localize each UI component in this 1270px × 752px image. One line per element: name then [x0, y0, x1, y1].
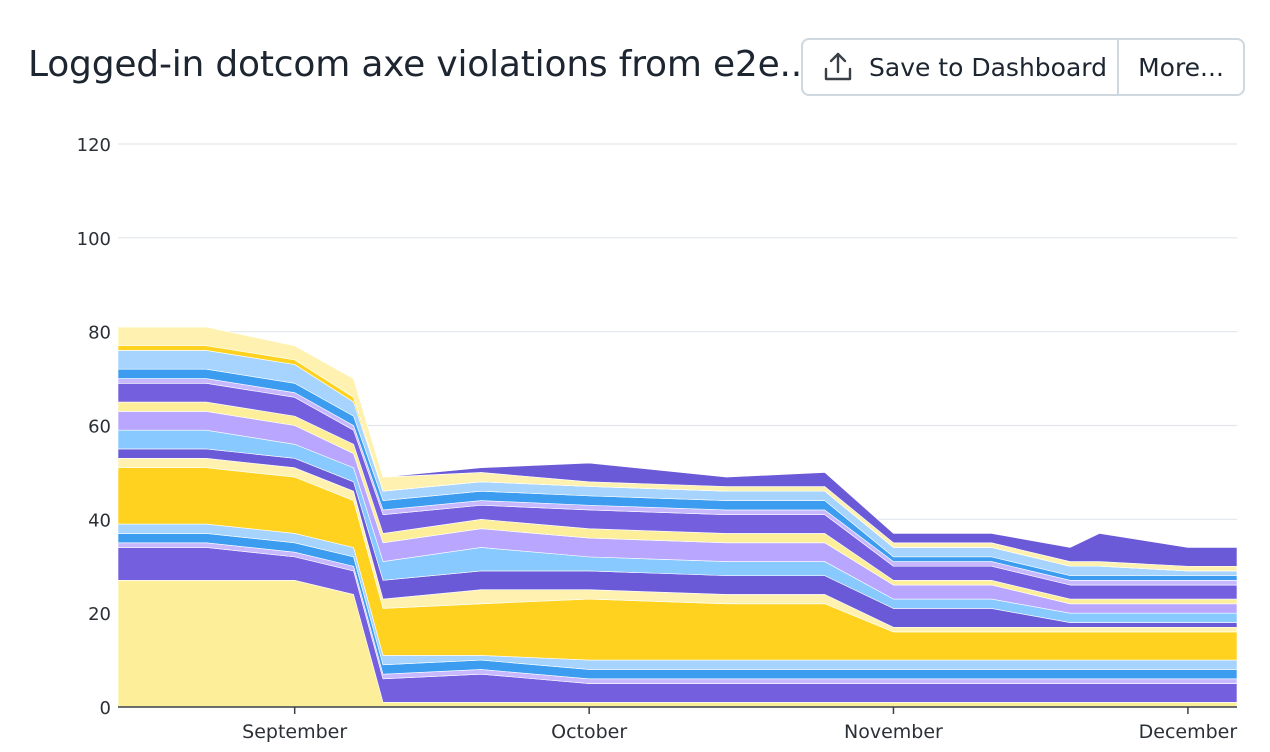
y-tick-label: 120	[77, 135, 111, 156]
y-tick-label: 80	[88, 323, 111, 344]
x-tick-label: December	[1139, 721, 1238, 743]
upload-icon	[821, 50, 855, 84]
x-tick-label: October	[551, 721, 627, 743]
x-tick-label: November	[844, 721, 943, 743]
y-tick-label: 60	[88, 417, 111, 438]
header-actions: Save to Dashboard More...	[801, 38, 1245, 96]
y-tick-label: 40	[88, 510, 111, 531]
area-series-18	[117, 326, 1238, 567]
y-tick-label: 0	[100, 698, 111, 719]
more-button[interactable]: More...	[1119, 40, 1243, 94]
save-to-dashboard-label: Save to Dashboard	[869, 52, 1107, 82]
save-to-dashboard-button[interactable]: Save to Dashboard	[803, 40, 1119, 94]
y-tick-label: 20	[88, 604, 111, 625]
y-tick-label: 100	[77, 229, 111, 250]
more-label: More...	[1138, 52, 1224, 82]
chart-title: Logged-in dotcom axe violations from e2e…	[28, 44, 814, 85]
axes: 0 20 40 60 80 100 120 September October November D…	[77, 135, 1238, 743]
area-series	[117, 326, 1238, 708]
x-tick-label: September	[242, 721, 347, 743]
